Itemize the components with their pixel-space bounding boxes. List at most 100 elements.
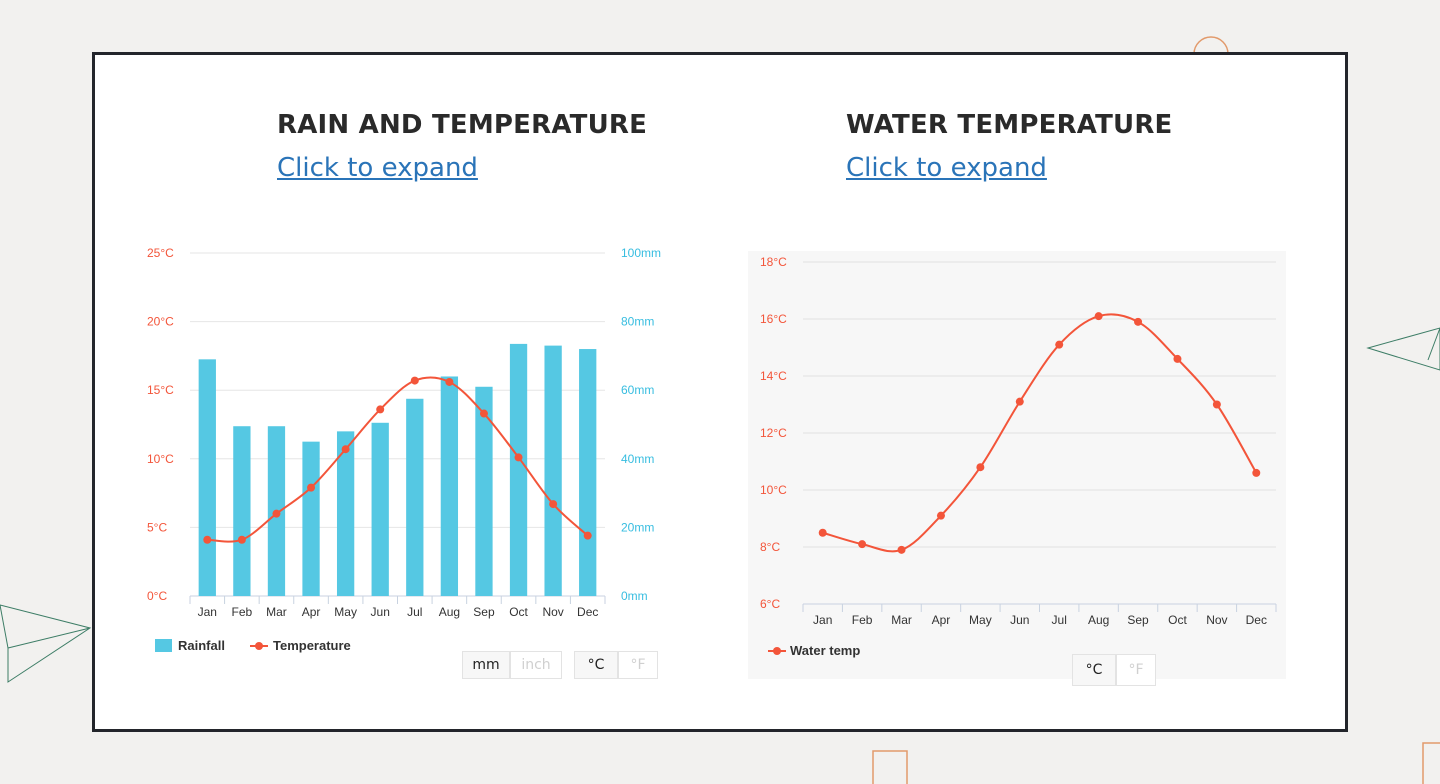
rainfall-bar xyxy=(475,386,493,596)
left-axis-tick-label: 25°C xyxy=(147,246,174,260)
rain-fahrenheit-button[interactable]: °F xyxy=(618,651,658,679)
left-axis-tick-label: 5°C xyxy=(147,520,167,534)
rainfall-bar xyxy=(579,349,597,596)
rainfall-bar xyxy=(371,422,389,596)
water-temp-point xyxy=(1015,397,1024,406)
x-axis-tick-label: Feb xyxy=(852,613,873,627)
water-temperature-chart: 6°C 8°C 10°C 12°C 14°C 16°C 18°C Jan Feb Mar Apr Ma… xyxy=(748,251,1286,679)
x-axis-tick-label: Apr xyxy=(302,605,321,619)
water-temp-point xyxy=(1252,468,1261,477)
water-fahrenheit-button[interactable]: °F xyxy=(1116,654,1156,686)
left-axis-tick-label: 20°C xyxy=(147,315,174,329)
rain-section-title: RAIN AND TEMPERATURE xyxy=(277,110,648,140)
water-temp-point xyxy=(858,540,867,549)
water-temp-point xyxy=(976,463,985,472)
climate-card: RAIN AND TEMPERATURE Click to expand 0°C… xyxy=(92,52,1348,732)
x-axis-tick-label: Jul xyxy=(1052,613,1067,627)
legend-temperature-label: Temperature xyxy=(273,638,351,653)
rainfall-bar xyxy=(233,426,251,596)
x-axis-tick-label: Aug xyxy=(1088,613,1109,627)
right-axis-tick-label: 0mm xyxy=(621,589,648,603)
left-axis-tick-label: 15°C xyxy=(147,383,174,397)
x-axis-tick-label: Jul xyxy=(407,605,422,619)
decorative-paper-plane-right xyxy=(1366,327,1440,371)
temperature-point xyxy=(203,535,212,544)
right-axis-tick-label: 20mm xyxy=(621,520,654,534)
temperature-point xyxy=(272,509,281,518)
plot-background xyxy=(748,251,1286,679)
rainfall-bar xyxy=(406,398,424,596)
water-temp-point xyxy=(936,511,945,520)
legend-water-temp-marker xyxy=(773,647,781,655)
left-axis-tick-label: 14°C xyxy=(760,369,787,383)
water-expand-link[interactable]: Click to expand xyxy=(846,153,1047,183)
x-axis-tick-label: Jun xyxy=(1010,613,1029,627)
left-axis-tick-label: 10°C xyxy=(760,483,787,497)
left-axis-tick-label: 12°C xyxy=(760,426,787,440)
right-axis-tick-label: 80mm xyxy=(621,315,654,329)
decorative-square-corner xyxy=(1422,742,1440,784)
decorative-paper-plane-left xyxy=(0,604,92,683)
x-axis-tick-label: Mar xyxy=(266,605,287,619)
temperature-point xyxy=(583,531,592,540)
x-axis-tick-label: Dec xyxy=(577,605,598,619)
x-axis-tick-label: Jan xyxy=(198,605,217,619)
x-axis-tick-label: Oct xyxy=(509,605,528,619)
water-temp-point xyxy=(818,528,827,537)
temperature-point xyxy=(479,409,488,418)
rainfall-bar xyxy=(336,431,355,596)
legend-rainfall-swatch xyxy=(155,639,172,652)
x-axis-tick-label: May xyxy=(969,613,992,627)
x-axis-tick-label: Dec xyxy=(1246,613,1267,627)
right-axis-tick-label: 100mm xyxy=(621,246,661,260)
temperature-point xyxy=(376,405,385,414)
left-axis-tick-label: 0°C xyxy=(147,589,167,603)
left-axis-tick-label: 10°C xyxy=(147,452,174,466)
unit-inch-button[interactable]: inch xyxy=(510,651,562,679)
rainfall-bar xyxy=(198,359,216,596)
temperature-point xyxy=(341,445,350,454)
rainfall-bar xyxy=(440,376,459,596)
x-axis-tick-label: Nov xyxy=(1206,613,1227,627)
temperature-line xyxy=(207,376,589,543)
left-axis-tick-label: 18°C xyxy=(760,255,787,269)
temperature-point xyxy=(307,483,316,492)
left-axis-tick-label: 6°C xyxy=(760,597,780,611)
legend-temperature-marker xyxy=(255,642,263,650)
x-axis-tick-label: May xyxy=(334,605,357,619)
x-axis-tick-label: Jun xyxy=(371,605,390,619)
water-temp-point xyxy=(897,545,906,554)
water-temp-point xyxy=(1094,312,1103,321)
rain-expand-link[interactable]: Click to expand xyxy=(277,153,478,183)
rain-temperature-chart: 0°C 0mm 5°C 20mm 10°C 40mm 15°C 60mm 20°C 80mm 25°… xyxy=(147,246,661,653)
temperature-point xyxy=(445,377,454,386)
water-temp-point xyxy=(1134,317,1143,326)
x-axis-tick-label: Nov xyxy=(542,605,563,619)
temperature-point xyxy=(237,535,246,544)
water-temp-point xyxy=(1212,400,1221,409)
rainfall-bar xyxy=(302,441,320,596)
water-celsius-button[interactable]: °C xyxy=(1072,654,1116,686)
x-axis-tick-label: Sep xyxy=(473,605,495,619)
x-axis-tick-label: Oct xyxy=(1168,613,1187,627)
legend-water-temp-label: Water temp xyxy=(790,643,860,658)
x-axis-tick-label: Sep xyxy=(1127,613,1149,627)
water-temp-point xyxy=(1173,354,1182,363)
x-axis-tick-label: Jan xyxy=(813,613,832,627)
right-axis-tick-label: 40mm xyxy=(621,452,654,466)
water-section-title: WATER TEMPERATURE xyxy=(846,110,1173,140)
rainfall-bar xyxy=(509,343,528,596)
right-axis-tick-label: 60mm xyxy=(621,383,654,397)
rain-celsius-button[interactable]: °C xyxy=(574,651,618,679)
temperature-point xyxy=(549,500,558,509)
left-axis-tick-label: 8°C xyxy=(760,540,780,554)
left-axis-tick-label: 16°C xyxy=(760,312,787,326)
x-axis-tick-label: Feb xyxy=(232,605,253,619)
decorative-circle xyxy=(1193,36,1229,55)
unit-mm-button[interactable]: mm xyxy=(462,651,510,679)
legend-rainfall-label: Rainfall xyxy=(178,638,225,653)
decorative-square-bottom xyxy=(872,750,908,784)
x-axis-tick-label: Mar xyxy=(891,613,912,627)
temperature-point xyxy=(514,453,523,462)
x-axis-tick-label: Aug xyxy=(439,605,460,619)
